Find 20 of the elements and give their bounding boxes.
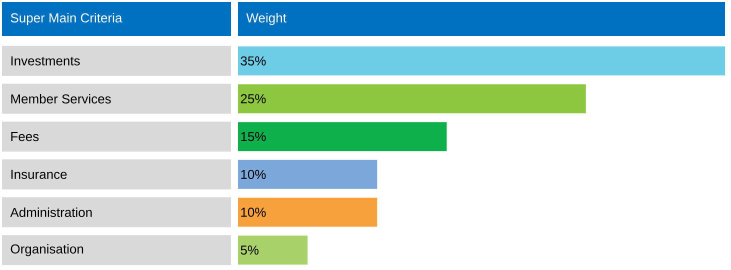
data-label: 5% xyxy=(240,246,259,255)
y-axis-title: Super Main Criteria xyxy=(10,12,122,26)
y-tick-label: Organisation xyxy=(10,244,84,256)
y-tick-label: Member Services xyxy=(11,94,111,104)
data-label: 15% xyxy=(241,132,266,142)
bar xyxy=(238,46,726,76)
bar xyxy=(238,236,308,265)
y-tick-label: Administration xyxy=(10,207,92,218)
data-label: 35% xyxy=(240,56,266,66)
bar xyxy=(238,84,586,114)
y-tick-label: Investments xyxy=(11,56,80,66)
bar xyxy=(238,198,378,227)
y-tick-label: Fees xyxy=(11,132,39,142)
x-axis-title: Weight xyxy=(246,12,286,26)
bar xyxy=(238,160,378,189)
bar xyxy=(238,122,447,152)
y-tick-label: Insurance xyxy=(11,170,67,179)
data-label: 25% xyxy=(240,94,266,104)
data-label: 10% xyxy=(241,208,266,217)
data-label: 10% xyxy=(241,170,266,180)
